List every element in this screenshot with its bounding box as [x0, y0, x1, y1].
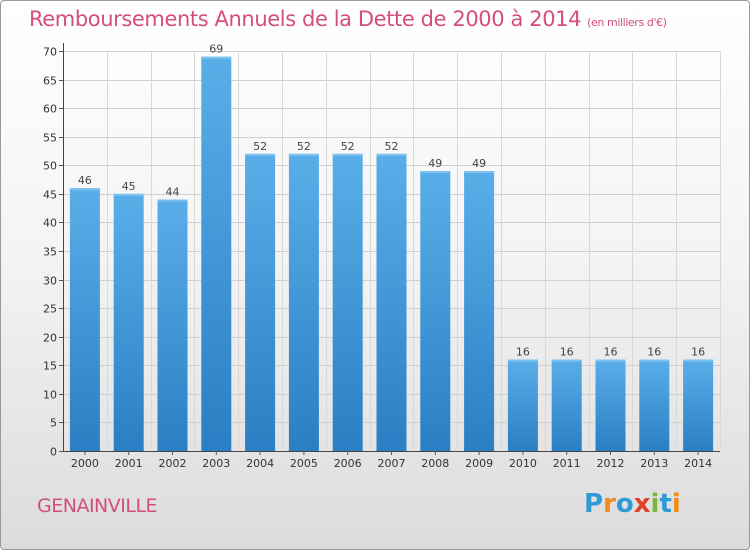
y-tick-label: 5	[50, 417, 57, 430]
bar-highlight	[595, 359, 626, 362]
bar-highlight	[332, 153, 363, 156]
bar	[201, 56, 232, 451]
x-tick-label: 2013	[640, 457, 668, 470]
bar-value-label: 46	[78, 174, 92, 187]
x-tick-label: 2012	[597, 457, 625, 470]
bar	[683, 359, 714, 451]
x-tick-label: 2010	[509, 457, 537, 470]
bar-value-label: 16	[691, 346, 705, 359]
bar-value-label: 69	[209, 43, 223, 56]
bar	[595, 359, 626, 451]
bar-highlight	[464, 171, 495, 173]
logo-letter: P	[584, 489, 604, 519]
bar	[332, 153, 363, 451]
x-tick-label: 2003	[202, 457, 230, 470]
y-tick-label: 0	[50, 446, 57, 459]
chart-title-text: Remboursements Annuels de la Dette de 20…	[29, 7, 582, 31]
commune-name: GENAINVILLE	[37, 495, 158, 517]
y-tick-label: 20	[43, 332, 57, 345]
bar-value-label: 16	[516, 346, 530, 359]
y-tick-label: 65	[43, 75, 57, 88]
data-labels: 46 45 44 69 52 52 52 52 49 49 16 16 16 16 16	[78, 43, 705, 359]
y-tick-label: 25	[43, 303, 57, 316]
proxiti-logo: Proxiti	[584, 489, 681, 519]
bar	[376, 153, 407, 451]
y-tick-label: 30	[43, 275, 57, 288]
bar-value-label: 52	[385, 140, 399, 153]
y-tick-label: 35	[43, 246, 57, 259]
x-tick-label: 2002	[159, 457, 187, 470]
x-tick-label: 2004	[246, 457, 274, 470]
bar-highlight	[157, 199, 188, 202]
bar	[245, 153, 276, 451]
bar	[464, 171, 495, 451]
x-tick-label: 2008	[421, 457, 449, 470]
bar-highlight	[288, 153, 319, 156]
y-tick-label: 45	[43, 189, 57, 202]
logo-letter: i	[650, 489, 660, 519]
bar-value-label: 45	[122, 180, 136, 193]
x-tick-label: 2000	[71, 457, 99, 470]
logo-letter: r	[603, 489, 616, 519]
bar-highlight	[507, 359, 538, 362]
bar-value-label: 16	[560, 346, 574, 359]
chart-title: Remboursements Annuels de la Dette de 20…	[29, 7, 667, 31]
bar-value-label: 52	[297, 140, 311, 153]
bar-highlight	[69, 188, 100, 191]
bar-highlight	[201, 56, 232, 59]
y-tick-label: 55	[43, 132, 57, 145]
bar-value-label: 52	[253, 140, 267, 153]
bar-value-label: 44	[166, 186, 180, 199]
bar-highlight	[683, 359, 714, 362]
logo-letter: x	[633, 489, 651, 519]
x-tick-label: 2005	[290, 457, 318, 470]
x-tick-label: 2011	[553, 457, 581, 470]
y-tick-label: 15	[43, 360, 57, 373]
bar	[113, 193, 144, 451]
bar-highlight	[245, 153, 276, 156]
x-tick-label: 2014	[684, 457, 712, 470]
unit-note: (en milliers d'€)	[587, 16, 667, 29]
logo-letter: t	[659, 489, 672, 519]
bar-highlight	[420, 171, 451, 173]
y-tick-label: 10	[43, 389, 57, 402]
bar	[639, 359, 670, 451]
bar-highlight	[376, 153, 407, 156]
bar-highlight	[551, 359, 582, 362]
bar	[157, 199, 188, 451]
bar	[69, 188, 100, 451]
bar-highlight	[113, 193, 144, 196]
bar-value-label: 52	[341, 140, 355, 153]
bar	[507, 359, 538, 451]
logo-letter: i	[671, 489, 681, 519]
bar-value-label: 16	[604, 346, 618, 359]
x-tick-label: 2007	[378, 457, 406, 470]
bar	[288, 153, 319, 451]
y-tick-label: 60	[43, 103, 57, 116]
bar-value-label: 49	[428, 157, 442, 170]
axes: 0 5 10 15 20 25 30 35 40 45 50 55 60 65 70 2000 2001 2002…	[43, 43, 720, 470]
y-tick-label: 70	[43, 46, 57, 59]
x-tick-label: 2001	[115, 457, 143, 470]
x-tick-label: 2009	[465, 457, 493, 470]
y-tick-label: 50	[43, 160, 57, 173]
x-tick-label: 2006	[334, 457, 362, 470]
bars	[69, 56, 714, 451]
bar-value-label: 49	[472, 157, 486, 170]
bar-highlight	[639, 359, 670, 362]
bar-value-label: 16	[647, 346, 661, 359]
bar	[420, 171, 451, 451]
logo-letter: o	[615, 489, 634, 519]
bar	[551, 359, 582, 451]
y-tick-label: 40	[43, 217, 57, 230]
